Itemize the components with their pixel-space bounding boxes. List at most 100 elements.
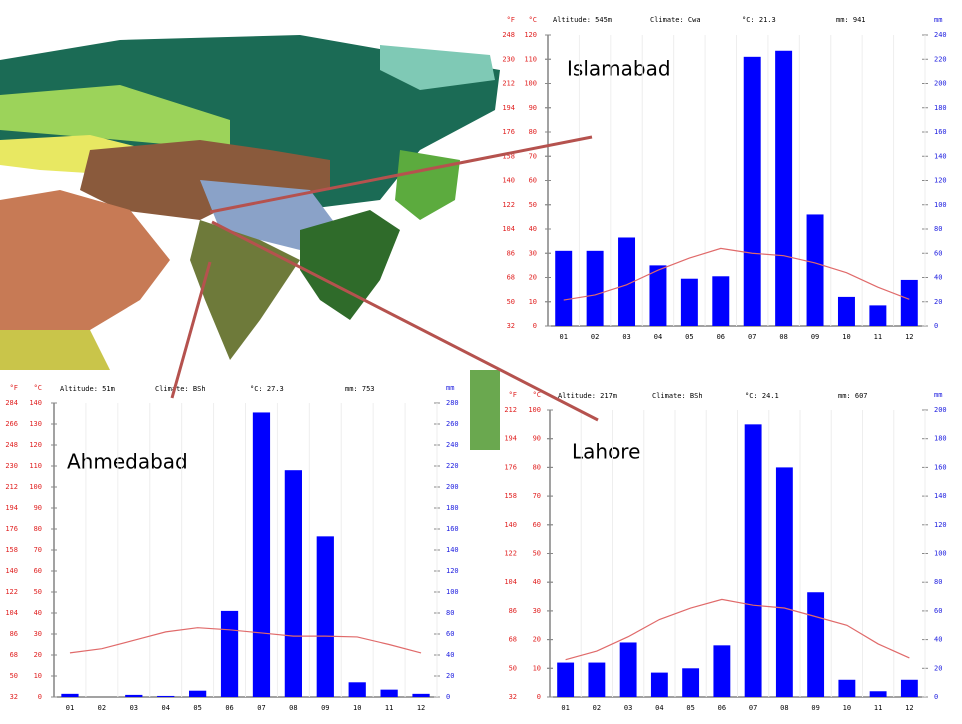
tick-label: 176 — [502, 128, 515, 136]
bar — [712, 276, 730, 326]
tick-label: 20 — [529, 274, 537, 282]
tick-label: 140 — [504, 521, 517, 529]
tick-label: 230 — [502, 55, 515, 63]
tick-label: 50 — [10, 672, 18, 680]
tick-label: 60 — [934, 249, 942, 257]
bar — [125, 694, 143, 697]
tick-label: 32 — [509, 693, 517, 701]
tick-label: 158 — [5, 546, 18, 554]
tick-label: 140 — [934, 492, 947, 500]
tick-label: 40 — [934, 636, 942, 644]
tick-label: 100 — [934, 550, 947, 558]
header-text: mm: 753 — [345, 385, 375, 393]
x-tick-label: 03 — [622, 333, 630, 341]
tick-label: 248 — [5, 441, 18, 449]
tick-label: 110 — [29, 462, 42, 470]
tick-label: 104 — [504, 578, 517, 586]
tick-label: 50 — [507, 298, 515, 306]
bar — [713, 645, 731, 697]
x-tick-label: 07 — [257, 704, 265, 712]
bar — [900, 279, 918, 326]
x-tick-label: 02 — [98, 704, 106, 712]
bar — [220, 610, 239, 697]
axis-label: mm — [446, 384, 454, 392]
bar — [618, 237, 636, 326]
tick-label: 240 — [934, 31, 947, 39]
bar — [649, 265, 667, 326]
tick-label: 176 — [5, 525, 18, 533]
tick-label: 68 — [509, 636, 517, 644]
header-text: Altitude: 217m — [558, 392, 617, 400]
x-tick-label: 03 — [624, 704, 632, 712]
temperature-line — [565, 598, 910, 661]
tick-label: 122 — [504, 550, 517, 558]
tick-label: 40 — [529, 225, 537, 233]
x-tick-label: 09 — [811, 333, 819, 341]
bar — [284, 470, 302, 697]
city-label: Lahore — [572, 440, 640, 464]
tick-label: 140 — [5, 567, 18, 575]
x-tick-label: 11 — [385, 704, 393, 712]
axis-label: mm — [934, 391, 942, 399]
tick-label: 158 — [502, 152, 515, 160]
tick-label: 140 — [502, 177, 515, 185]
header-text: °C: 24.1 — [745, 392, 779, 400]
tick-label: 60 — [533, 521, 541, 529]
bar — [838, 679, 856, 697]
tick-label: 110 — [524, 55, 537, 63]
header-text: Climate: BSh — [155, 385, 206, 393]
x-tick-label: 04 — [161, 704, 169, 712]
tick-label: 40 — [934, 274, 942, 282]
panel — [505, 12, 962, 345]
bar — [348, 682, 366, 697]
header-text: Altitude: 545m — [553, 16, 612, 24]
charts: °F 32 50 68 86 104 122 140 158 176 194 212 230 248 °C 0… — [5, 16, 946, 712]
tick-label: 194 — [5, 504, 18, 512]
bar — [900, 679, 918, 697]
tick-label: 194 — [502, 104, 515, 112]
x-tick-label: 06 — [718, 704, 726, 712]
bar — [557, 662, 575, 697]
tick-label: 120 — [934, 521, 947, 529]
bar — [775, 50, 793, 326]
tick-label: 160 — [934, 463, 947, 471]
bar — [555, 250, 573, 326]
tick-label: 212 — [502, 80, 515, 88]
x-tick-label: 04 — [655, 704, 663, 712]
bar — [252, 412, 271, 697]
x-tick-label: 09 — [321, 704, 329, 712]
panel — [500, 385, 962, 720]
tick-label: 50 — [533, 550, 541, 558]
tick-label: 10 — [34, 672, 42, 680]
tick-label: 200 — [934, 406, 947, 414]
tick-label: 100 — [934, 201, 947, 209]
tick-label: 60 — [529, 177, 537, 185]
axis-label: °F — [10, 384, 18, 392]
header-text: Climate: Cwa — [650, 16, 701, 24]
tick-label: 100 — [524, 80, 537, 88]
tick-label: 80 — [529, 128, 537, 136]
tick-label: 32 — [507, 322, 515, 330]
tick-label: 284 — [5, 399, 18, 407]
tick-label: 80 — [934, 578, 942, 586]
tick-label: 220 — [446, 462, 459, 470]
bar — [588, 662, 606, 697]
tick-label: 50 — [34, 588, 42, 596]
x-tick-label: 11 — [874, 704, 882, 712]
x-tick-label: 01 — [66, 704, 74, 712]
bar — [61, 693, 79, 697]
x-tick-label: 05 — [686, 704, 694, 712]
tick-label: 160 — [934, 128, 947, 136]
bar — [869, 305, 887, 326]
bar — [806, 214, 824, 326]
tick-label: 180 — [934, 104, 947, 112]
axis-label: °F — [509, 391, 517, 399]
x-tick-label: 07 — [748, 333, 756, 341]
x-tick-label: 12 — [905, 704, 913, 712]
tick-label: 212 — [504, 406, 517, 414]
tick-label: 20 — [533, 636, 541, 644]
tick-label: 212 — [5, 483, 18, 491]
map — [0, 35, 500, 450]
tick-label: 140 — [29, 399, 42, 407]
axis-label: mm — [934, 16, 942, 24]
